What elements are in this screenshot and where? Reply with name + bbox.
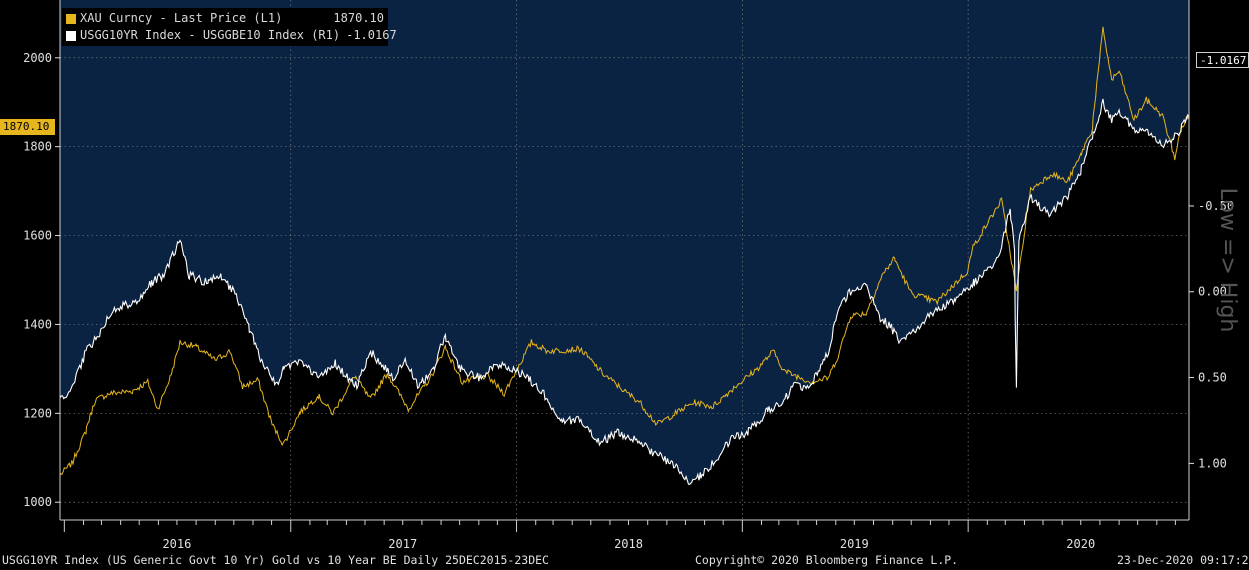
legend-value-yield: -1.0167 bbox=[346, 28, 397, 42]
year-label-2018: 2018 bbox=[614, 537, 643, 551]
year-label-2016: 2016 bbox=[162, 537, 191, 551]
legend-value-gold: 1870.10 bbox=[333, 11, 384, 25]
footer-description: USGG10YR Index (US Generic Govt 10 Yr) G… bbox=[2, 553, 549, 567]
year-label-2020: 2020 bbox=[1066, 537, 1095, 551]
footer-timestamp: 23-Dec-2020 09:17:29 bbox=[1117, 553, 1249, 567]
legend-swatch-yield bbox=[66, 30, 76, 41]
year-label-2019: 2019 bbox=[840, 537, 869, 551]
footer-copyright: Copyright© 2020 Bloomberg Finance L.P. bbox=[695, 553, 959, 567]
right-tick-label-0: -0.50 bbox=[1198, 199, 1234, 213]
legend-label-yield: USGG10YR Index - USGGBE10 Index (R1) bbox=[80, 28, 341, 42]
right-tick-label-1: 0.00 bbox=[1198, 285, 1227, 299]
series-line-gold bbox=[59, 26, 1190, 476]
left-last-price-tag: 1870.10 bbox=[0, 119, 55, 135]
left-tick-label-1600: 1600 bbox=[23, 229, 52, 243]
series-line-yield-spread bbox=[59, 98, 1190, 485]
left-tick-label-1800: 1800 bbox=[23, 140, 52, 154]
right-axis-side-label: Low => High bbox=[1215, 188, 1240, 333]
left-tick-label-1000: 1000 bbox=[23, 495, 52, 509]
left-tick-label-1200: 1200 bbox=[23, 406, 52, 420]
right-last-value-tag: -1.0167 bbox=[1196, 52, 1249, 68]
right-tick-label-3: 1.00 bbox=[1198, 456, 1227, 470]
right-tick-label-2: 0.50 bbox=[1198, 371, 1227, 385]
yield-area-fill bbox=[60, 0, 1189, 485]
legend-item-yield: USGG10YR Index - USGGBE10 Index (R1) -1.… bbox=[66, 27, 397, 44]
left-tick-label-1400: 1400 bbox=[23, 317, 52, 331]
legend-item-gold: XAU Curncy - Last Price (L1) 1870.10 bbox=[66, 10, 384, 27]
legend-label-gold: XAU Curncy - Last Price (L1) bbox=[80, 11, 283, 25]
year-label-2017: 2017 bbox=[388, 537, 417, 551]
legend: XAU Curncy - Last Price (L1) 1870.10 USG… bbox=[62, 8, 397, 46]
legend-swatch-gold bbox=[66, 13, 76, 24]
left-tick-label-2000: 2000 bbox=[23, 51, 52, 65]
